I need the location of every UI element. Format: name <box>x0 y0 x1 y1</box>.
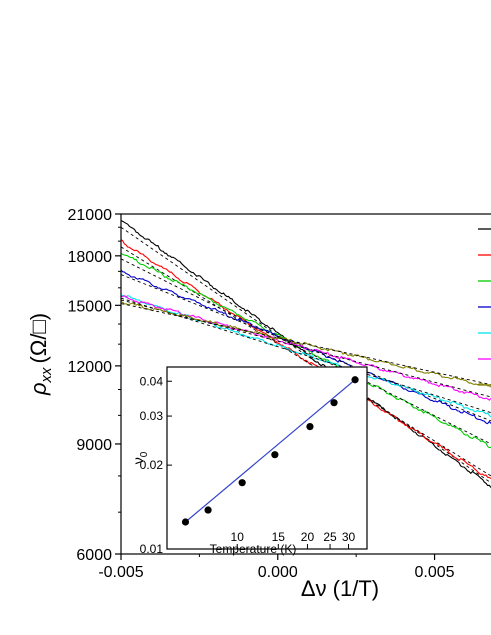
y-label-unit: (Ω/□) <box>26 313 51 364</box>
main-plot: 6000 9000 12000 15000 18000 21000 -0.005 0.000 0… <box>26 207 491 601</box>
inset-point-4 <box>271 451 279 459</box>
main-x-axis-label: Δν (1/T) <box>301 576 379 601</box>
inset-y-tick-label: 0.01 <box>140 542 164 556</box>
inset-content-group: 0.01 0.02 0.03 0.04 10 15 20 25 30 <box>140 374 359 556</box>
x-tick-label: 0.000 <box>258 564 298 581</box>
inset-x-tick-label: 30 <box>342 530 356 544</box>
x-tick-label: -0.005 <box>98 564 143 581</box>
y-tick-label: 18000 <box>68 249 113 266</box>
fit-line-6 <box>121 299 491 398</box>
main-ticks-group: 6000 9000 12000 15000 18000 21000 -0.005 0.000 0… <box>68 207 455 581</box>
y-tick-label: 15000 <box>68 298 113 315</box>
y-tick-label: 12000 <box>68 359 113 376</box>
y-tick-label: 6000 <box>76 547 112 564</box>
legend <box>478 228 491 386</box>
inset-plot: 0.01 0.02 0.03 0.04 10 15 20 25 30 ν0 Temperatur… <box>130 366 368 556</box>
main-plot-frame <box>120 213 491 555</box>
inset-x-tick-label: 15 <box>272 530 286 544</box>
series-line-2 <box>121 239 491 479</box>
inset-x-tick-label: 20 <box>301 530 315 544</box>
inset-y-tick-label: 0.03 <box>140 409 164 423</box>
inset-point-6 <box>330 399 338 407</box>
inset-y-tick-label: 0.04 <box>140 374 164 388</box>
y-label-sub: xx <box>38 367 55 384</box>
fit-line-3 <box>121 258 491 445</box>
fit-line-5 <box>121 297 491 414</box>
inset-x-tick-label: 25 <box>323 530 337 544</box>
fit-line-4 <box>121 274 491 422</box>
inset-point-1 <box>181 518 190 526</box>
inset-point-7 <box>351 376 359 384</box>
inset-y-label-symbol: ν <box>130 457 146 464</box>
x-tick-label: 0.005 <box>415 564 455 581</box>
inset-y-label-sub: 0 <box>139 451 150 457</box>
inset-point-3 <box>238 479 246 487</box>
y-tick-label: 21000 <box>68 207 113 224</box>
y-label-symbol: ρ <box>26 382 51 396</box>
series-line-7 <box>121 301 491 388</box>
inset-fit-line <box>185 379 356 523</box>
inset-x-axis-label: Temperature (K) <box>210 542 297 556</box>
main-series-group <box>121 220 491 488</box>
main-y-axis-label: ρxx (Ω/□) <box>26 313 55 396</box>
inset-y-axis-label: ν0 <box>130 451 150 464</box>
inset-x-tick-label: 10 <box>231 530 245 544</box>
y-tick-label: 9000 <box>76 437 112 454</box>
inset-point-5 <box>306 422 314 431</box>
inset-point-2 <box>204 506 212 514</box>
inset-y-tick-label: 0.02 <box>140 458 164 472</box>
fit-line-2 <box>121 246 491 477</box>
